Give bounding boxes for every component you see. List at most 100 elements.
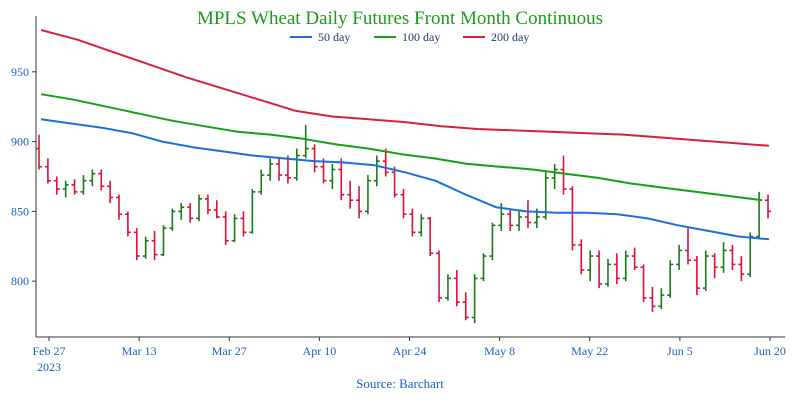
y-tick-label: 900 — [11, 135, 29, 149]
ohlc-bar — [356, 186, 363, 219]
ohlc-bar — [276, 158, 283, 181]
ohlc-bar — [320, 158, 327, 184]
moving-average-lines — [40, 29, 770, 241]
source-label: Source: Barchart — [356, 376, 444, 391]
ohlc-bar — [160, 225, 167, 257]
x-tick-label: Mar 27 — [212, 344, 247, 358]
ohlc-bar — [418, 214, 425, 237]
ohlc-bar — [71, 179, 78, 195]
x-ticks: Feb 27 Mar 13 Mar 27 Apr 10 Apr 24 May 8 May 2… — [33, 337, 786, 358]
x-tick-label: Jun 5 — [667, 344, 693, 358]
ohlc-bar — [427, 216, 434, 257]
ohlc-bar — [693, 256, 700, 296]
ohlc-bar — [409, 208, 416, 237]
ohlc-bar — [142, 236, 149, 259]
ohlc-bar — [338, 158, 345, 201]
legend-label-ma200: 200 day — [491, 30, 529, 44]
x-tick-label: May 8 — [484, 344, 515, 358]
ohlc-bar — [222, 211, 229, 245]
ohlc-bar — [302, 124, 309, 159]
ohlc-bar — [587, 250, 594, 282]
ohlc-bar — [676, 244, 683, 271]
legend: 50 day 100 day 200 day — [290, 30, 529, 44]
ohlc-bar — [720, 242, 727, 273]
ohlc-bar — [400, 189, 407, 219]
ohlc-bar — [729, 244, 736, 271]
axes — [35, 16, 785, 338]
ohlc-bar — [373, 155, 380, 187]
ohlc-bar — [684, 228, 691, 265]
ohlc-bar — [604, 258, 611, 287]
ohlc-bar — [62, 180, 69, 198]
ohlc-bar — [107, 180, 114, 204]
ohlc-bar — [658, 288, 665, 310]
y-tick-label: 800 — [11, 274, 29, 288]
x-tick-label: Feb 27 — [33, 344, 66, 358]
ohlc-bar — [124, 211, 131, 237]
ohlc-bar — [187, 203, 194, 223]
ohlc-bar — [667, 260, 674, 298]
ohlc-bar — [462, 292, 469, 321]
ohlc-bar — [702, 250, 709, 291]
ohlc-bar — [231, 214, 238, 243]
ohlc-bar — [284, 155, 291, 184]
legend-label-ma100: 100 day — [402, 30, 440, 44]
ohlc-bar — [524, 200, 531, 229]
ohlc-bar — [178, 203, 185, 220]
ohlc-bar — [116, 194, 123, 220]
ohlc-bar — [747, 232, 754, 277]
ohlc-bar — [311, 144, 318, 173]
ohlc-bar — [293, 148, 300, 181]
ohlc-bar — [453, 270, 460, 307]
ohlc-bar — [36, 134, 42, 170]
ohlc-bar — [169, 208, 176, 231]
ohlc-bar — [204, 194, 211, 215]
y-ticks: 800 850 900 950 — [11, 65, 36, 288]
x-tick-label: Apr 10 — [303, 344, 337, 358]
ohlc-bar — [364, 175, 371, 215]
ohlc-bar — [471, 274, 478, 324]
x-tick-label: Jun 20 — [754, 344, 786, 358]
ohlc-bar — [436, 250, 443, 303]
ohlc-bar — [258, 169, 265, 195]
ohlc-bar — [196, 194, 203, 222]
ohlc-bar — [622, 250, 629, 282]
y-tick-label: 850 — [11, 204, 29, 218]
ohlc-bar — [649, 286, 656, 312]
ohlc-bar — [596, 250, 603, 289]
ohlc-bar — [444, 274, 451, 301]
ohlc-bar — [249, 189, 256, 234]
ma100-line — [40, 93, 763, 202]
x-tick-label: May 22 — [571, 344, 608, 358]
ohlc-bar — [151, 230, 158, 261]
ohlc-bar — [98, 169, 105, 191]
ohlc-bar — [765, 194, 771, 219]
x-tick-label: Apr 24 — [393, 344, 427, 358]
ohlc-bar — [507, 208, 514, 231]
ma50-line — [40, 118, 770, 241]
ohlc-bar — [382, 148, 389, 177]
ohlc-bar — [551, 163, 558, 190]
ohlc-bar — [53, 176, 60, 195]
y-tick-label: 950 — [11, 65, 29, 79]
ohlc-bar — [89, 169, 96, 187]
x-tick-year: 2023 — [37, 360, 61, 374]
ohlc-bar — [516, 211, 523, 231]
ohlc-bar — [489, 222, 496, 261]
ohlc-bar — [569, 186, 576, 251]
legend-label-ma50: 50 day — [318, 30, 350, 44]
ohlc-bar — [347, 180, 354, 209]
ohlc-bar — [80, 175, 87, 195]
ohlc-bar — [613, 253, 620, 284]
x-tick-label: Mar 13 — [122, 344, 157, 358]
ohlc-bar — [640, 264, 647, 303]
ohlc-bar — [44, 158, 51, 184]
ohlc-bar — [213, 200, 220, 219]
ohlc-bar — [133, 228, 140, 261]
ohlc-bar — [391, 166, 398, 198]
ohlc-bar — [480, 253, 487, 282]
ohlc-bar — [560, 155, 567, 195]
ohlc-bar — [267, 158, 274, 181]
ohlc-bar — [240, 211, 247, 237]
